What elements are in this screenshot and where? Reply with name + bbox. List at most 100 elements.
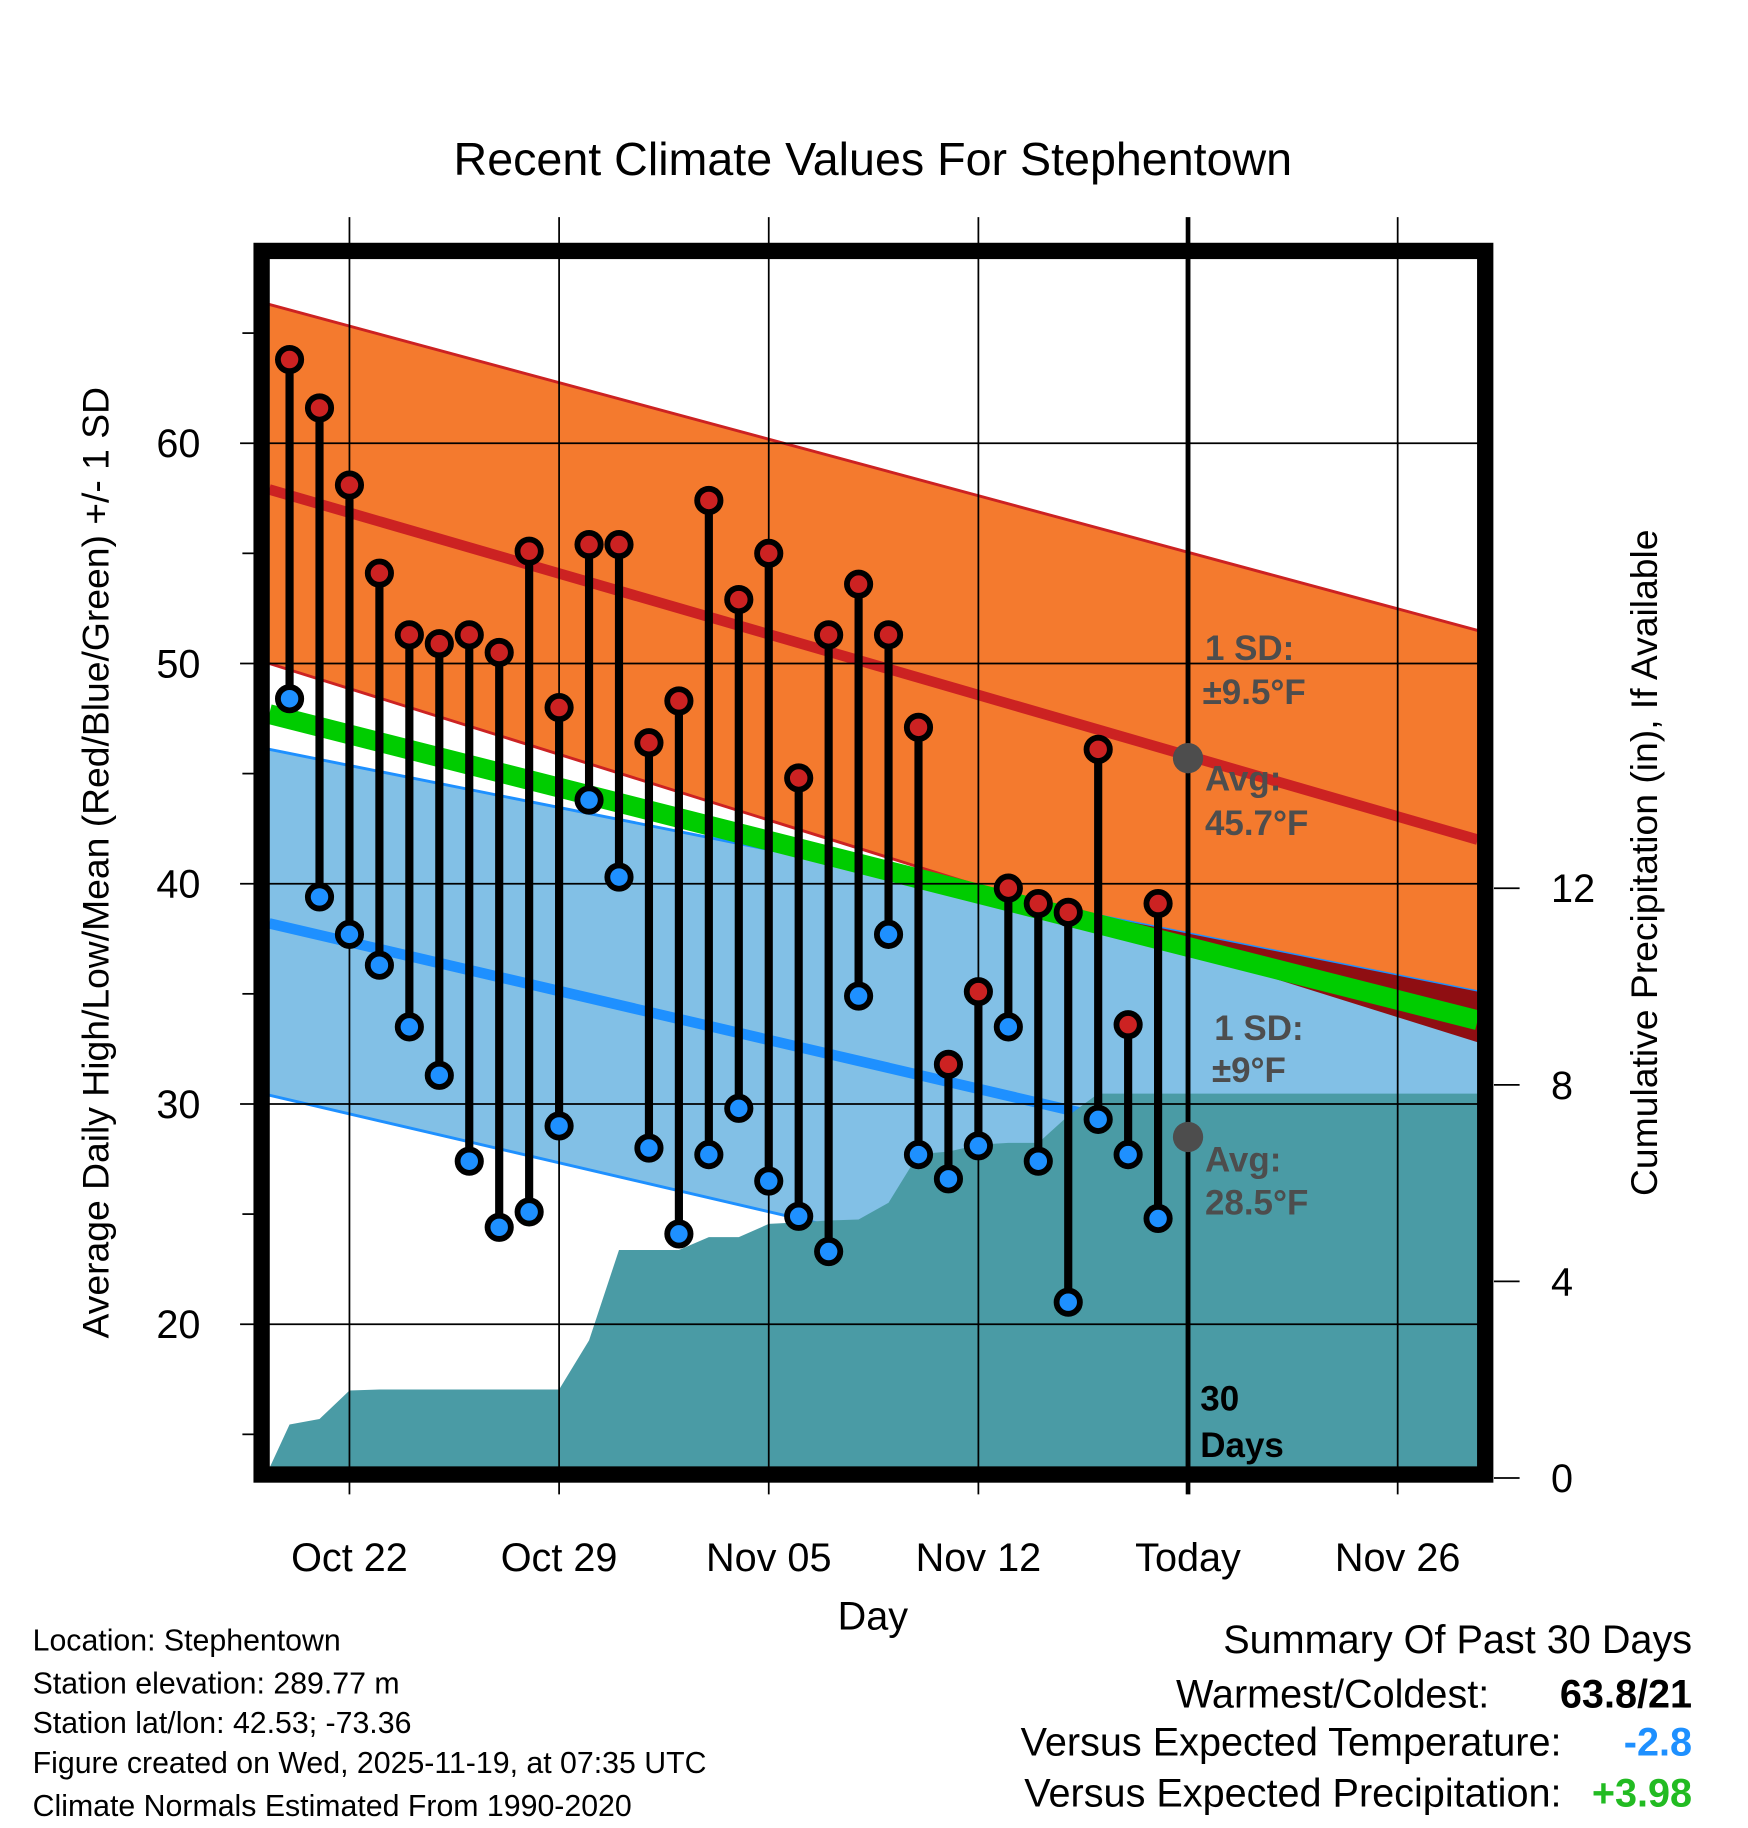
daily-low-point [364, 950, 394, 980]
daily-high-point [304, 393, 335, 423]
precip-departure-label: Versus Expected Precipitation: [1024, 1772, 1561, 1816]
x-tick-label: Today [1135, 1536, 1241, 1580]
low-avg-today-marker [1172, 1121, 1204, 1153]
summary-panel: Summary Of Past 30 Days Warmest/Coldest:… [1021, 1618, 1692, 1816]
x-axis-label: Day [838, 1595, 909, 1639]
daily-low-point [274, 684, 305, 714]
low-sd-label: 1 SD: [1214, 1009, 1303, 1048]
y2-axis-label: Cumulative Precipitation (in), If Availa… [1623, 529, 1665, 1196]
high-sd-label: 1 SD: [1205, 629, 1294, 668]
y2-tick-label: 0 [1551, 1457, 1573, 1501]
daily-marks [274, 259, 1191, 1469]
daily-low-point [1143, 1203, 1173, 1234]
footer-location: Location: Stephentown [33, 1624, 341, 1657]
footer-elevation: Station elevation: 289.77 m [33, 1668, 400, 1701]
low-avg-label: Avg: [1205, 1141, 1281, 1180]
daily-high-point [514, 536, 544, 566]
x-tick-label: Nov 26 [1335, 1536, 1461, 1580]
daily-high-point [724, 585, 754, 615]
daily-low-point [544, 1111, 574, 1141]
y2-tick-label: 4 [1551, 1260, 1573, 1304]
daily-high-point [814, 620, 844, 650]
days-label: Days [1200, 1426, 1284, 1465]
daily-low-point [784, 1201, 814, 1231]
daily-low-point [634, 1133, 664, 1163]
daily-low-point [873, 919, 904, 949]
y-tick-label: 20 [156, 1303, 200, 1347]
x-tick-label: Oct 22 [291, 1536, 408, 1580]
y-tick-label: 30 [156, 1083, 200, 1127]
daily-high-point [784, 763, 814, 793]
daily-low-point [664, 1219, 694, 1249]
high-normal-line [269, 484, 1478, 845]
y2-tick-label: 12 [1551, 867, 1595, 911]
daily-high-point [844, 569, 874, 599]
daily-high-point [424, 629, 454, 659]
low-avg-value: 28.5°F [1205, 1184, 1308, 1223]
daily-high-point [963, 977, 993, 1007]
daily-high-point [334, 470, 365, 500]
daily-high-point [574, 529, 604, 560]
daily-low-point [993, 1012, 1023, 1042]
y2-tick-label: 8 [1551, 1064, 1573, 1108]
days-count: 30 [1200, 1379, 1239, 1418]
normal-bands [269, 303, 1478, 1469]
daily-high-point [634, 728, 664, 758]
daily-low-point [304, 882, 335, 912]
annotations: 1 SD: ±9.5°F Avg: 45.7°F 1 SD: ±9°F Avg:… [1172, 629, 1308, 1465]
daily-high-point [364, 558, 394, 588]
daily-high-point [484, 637, 514, 668]
daily-low-point [1083, 1104, 1113, 1134]
daily-high-point [1053, 897, 1083, 927]
high-avg-label: Avg: [1205, 759, 1281, 798]
daily-high-point [873, 620, 904, 650]
high-avg-value: 45.7°F [1205, 804, 1308, 843]
daily-low-point [963, 1131, 993, 1161]
precipitation-area [269, 1093, 1478, 1469]
x-tick-label: Nov 12 [916, 1536, 1042, 1580]
high-sd-value: ±9.5°F [1203, 673, 1306, 712]
daily-high-point [993, 873, 1023, 903]
temp-departure-value: -2.8 [1624, 1720, 1692, 1764]
temp-departure-label: Versus Expected Temperature: [1021, 1720, 1562, 1764]
high-upper-sd-line [269, 303, 1478, 632]
low-sd-value: ±9°F [1212, 1051, 1286, 1090]
x-tick-label: Oct 29 [501, 1536, 618, 1580]
daily-low-point [933, 1164, 964, 1194]
daily-low-point [424, 1060, 454, 1090]
axis-ticks: Oct 22 Oct 29 Nov 05 Nov 12 Today Nov 26 20 30 4… [156, 332, 1595, 1580]
y-axis-label: Average Daily High/Low/Mean (Red/Blue/Gr… [74, 387, 116, 1338]
daily-low-point [454, 1146, 484, 1176]
daily-high-point [933, 1049, 964, 1079]
warmest-label: Warmest/Coldest: [1176, 1673, 1489, 1717]
daily-low-point [604, 862, 634, 892]
daily-high-point [604, 529, 634, 560]
daily-high-point [754, 538, 784, 568]
daily-low-point [1023, 1146, 1053, 1176]
high-sd-band [269, 304, 1478, 1043]
daily-high-point [694, 485, 724, 516]
daily-low-point [514, 1197, 544, 1227]
daily-low-point [844, 981, 874, 1011]
daily-high-point [394, 620, 424, 650]
daily-high-point [1023, 888, 1053, 919]
y-tick-label: 50 [156, 642, 200, 686]
daily-high-point [903, 712, 934, 742]
daily-low-point [754, 1166, 784, 1196]
daily-low-point [394, 1012, 424, 1042]
daily-high-point [1143, 888, 1173, 919]
plot-frame [253, 242, 1494, 1483]
footer-latlon: Station lat/lon: 42.53; -73.36 [33, 1707, 412, 1740]
summary-title: Summary Of Past 30 Days [1223, 1618, 1692, 1662]
daily-high-point [274, 344, 305, 375]
daily-low-point [334, 919, 365, 949]
footer-normals: Climate Normals Estimated From 1990-2020 [33, 1790, 632, 1823]
footer-info: Location: Stephentown Station elevation:… [33, 1624, 707, 1822]
daily-low-point [484, 1212, 514, 1242]
y-tick-label: 40 [156, 863, 200, 907]
daily-low-point [1113, 1140, 1143, 1170]
daily-high-point [664, 686, 694, 716]
daily-high-point [1113, 1010, 1143, 1040]
daily-high-point [544, 692, 574, 723]
